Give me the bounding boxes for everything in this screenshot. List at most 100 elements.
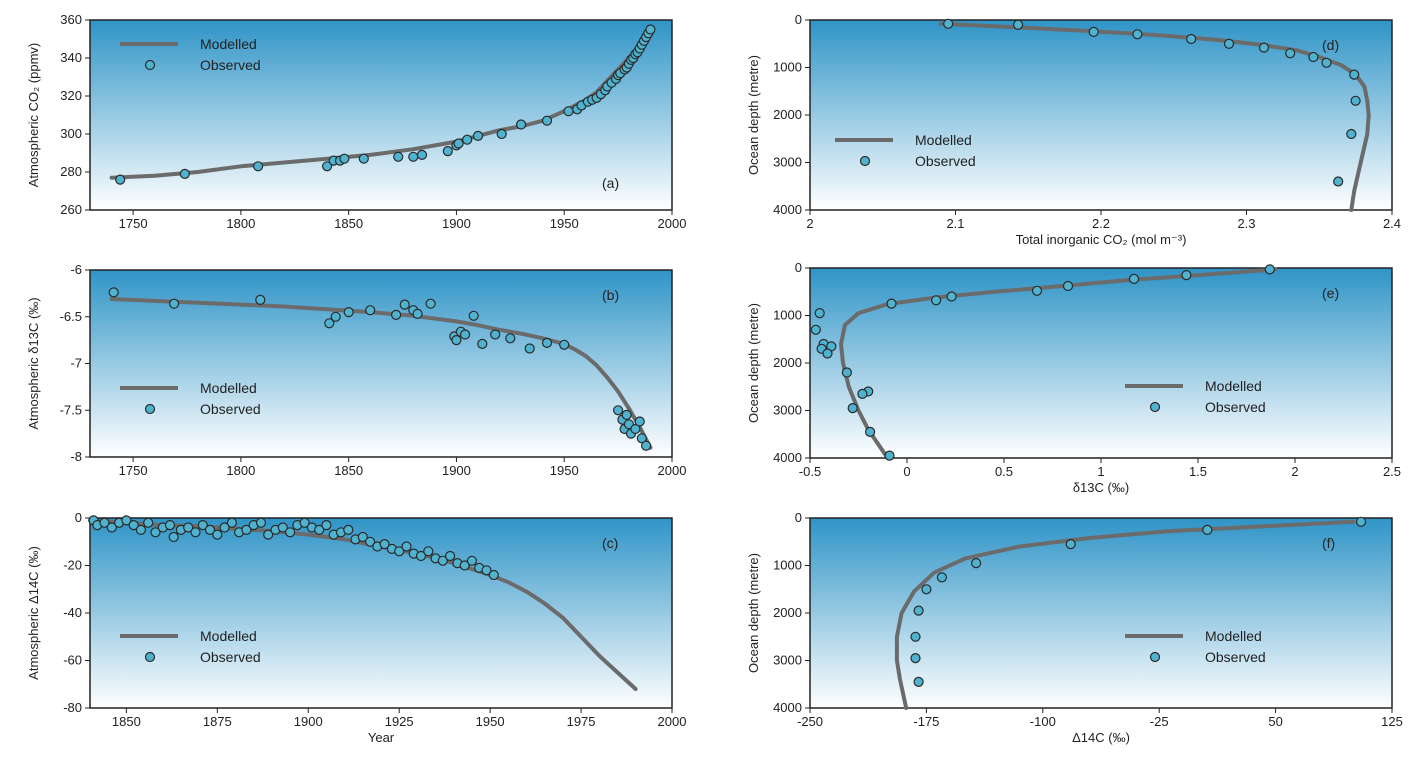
- data-point-c: [212, 529, 223, 540]
- data-point-f: [910, 652, 921, 664]
- x-tick-label-c: 1975: [567, 714, 596, 729]
- data-point-f: [1065, 538, 1076, 550]
- data-point-d: [1012, 19, 1024, 30]
- y-tick-label-b: -7.5: [60, 402, 82, 417]
- data-point-a: [515, 119, 527, 130]
- data-point-c: [285, 527, 296, 538]
- x-tick-label-d: 2.3: [1237, 216, 1255, 231]
- chart-panel-a: 1750 1800 1850 1900 1950 2000 260 280 300 320 340 3…: [26, 12, 686, 231]
- legend-label-modelled-a: Modelled: [200, 36, 257, 52]
- data-point-b: [451, 335, 462, 346]
- data-point-e: [1062, 280, 1074, 292]
- y-axis-label-b: Atmospheric δ13C (‰): [26, 297, 41, 429]
- data-point-c: [164, 519, 176, 531]
- x-tick-label-e: 0.5: [995, 464, 1013, 479]
- data-point-c: [99, 517, 110, 528]
- data-point-c: [459, 560, 470, 571]
- data-point-f: [921, 584, 932, 595]
- x-tick-label-d: 2: [806, 216, 813, 231]
- legend-label-modelled-d: Modelled: [915, 132, 972, 148]
- panel-label-c: (c): [602, 535, 618, 551]
- y-tick-label-d: 0: [795, 12, 802, 27]
- x-axis-label-c: Year: [368, 730, 395, 745]
- data-point-c: [466, 555, 477, 566]
- x-tick-label-b: 1900: [442, 463, 471, 478]
- data-point-c: [121, 515, 132, 526]
- data-point-b: [524, 343, 535, 354]
- x-tick-label-b: 1850: [334, 463, 363, 478]
- data-point-b: [477, 338, 488, 349]
- legend-label-modelled-f: Modelled: [1205, 628, 1262, 644]
- data-point-f: [1202, 524, 1213, 536]
- data-point-b: [412, 308, 423, 319]
- data-point-c: [197, 519, 208, 531]
- data-point-a: [462, 134, 473, 145]
- x-axis-label-e: δ13C (‰): [1073, 480, 1129, 495]
- data-point-c: [343, 524, 354, 536]
- data-point-c: [135, 524, 146, 536]
- data-point-f: [1355, 516, 1367, 527]
- data-point-c: [204, 524, 216, 536]
- data-point-b: [343, 307, 354, 318]
- legend-marker-swatch-f: [1149, 651, 1161, 663]
- chart-panel-d: 2 2.1 2.2 2.3 2.4 0 1000 2000 3000 4000 Total inor…: [746, 12, 1401, 247]
- data-point-e: [1031, 285, 1043, 296]
- data-point-c: [423, 546, 434, 557]
- x-tick-label-b: 1750: [119, 463, 148, 478]
- data-point-c: [437, 555, 448, 566]
- y-tick-label-f: 3000: [773, 653, 802, 668]
- chart-panel-c: 1850 1875 1900 1925 1950 1975 2000 -80 -60 -40 -20…: [26, 510, 686, 745]
- data-point-b: [559, 339, 570, 350]
- data-point-a: [393, 151, 404, 162]
- data-point-e: [930, 295, 942, 306]
- data-point-c: [263, 529, 274, 540]
- data-point-a: [179, 168, 190, 179]
- y-tick-label-e: 4000: [773, 450, 802, 465]
- data-point-e: [841, 367, 853, 378]
- chart-panel-b: 1750 1800 1850 1900 1950 2000 -8 -7.5 -7 -6.5 -6 At…: [26, 262, 686, 478]
- panel-label-b: (b): [602, 287, 619, 303]
- y-tick-label-b: -8: [70, 449, 82, 464]
- data-point-b: [541, 337, 553, 348]
- data-point-d: [1223, 38, 1235, 49]
- data-point-a: [496, 128, 507, 140]
- legend-marker-swatch-b: [144, 403, 156, 415]
- data-point-f: [970, 557, 982, 569]
- x-tick-label-f: -100: [1030, 714, 1056, 729]
- y-tick-label-d: 1000: [773, 60, 802, 75]
- x-tick-label-d: 2.1: [946, 216, 964, 231]
- data-point-a: [472, 130, 484, 141]
- data-point-a: [442, 146, 453, 157]
- chart-panel-e: -0.5 0 0.5 1 1.5 2 2.5 0 1000 2000 3000 4000 δ13C (‰…: [746, 260, 1401, 495]
- data-point-c: [255, 517, 267, 528]
- data-point-b: [255, 294, 266, 305]
- y-tick-label-e: 0: [795, 260, 802, 275]
- data-point-c: [394, 546, 405, 557]
- legend-label-observed-e: Observed: [1205, 399, 1266, 415]
- data-point-c: [277, 522, 288, 533]
- data-point-d: [1321, 57, 1332, 68]
- legend-label-observed-d: Observed: [915, 153, 976, 169]
- data-point-b: [640, 440, 652, 451]
- data-point-c: [321, 519, 332, 531]
- data-point-a: [339, 153, 350, 164]
- data-point-e: [857, 388, 868, 399]
- plot-area-f: [809, 517, 1393, 709]
- legend-label-modelled-c: Modelled: [200, 628, 257, 644]
- x-tick-label-f: 50: [1268, 714, 1282, 729]
- data-point-e: [886, 298, 897, 309]
- data-point-b: [468, 310, 479, 321]
- x-tick-label-a: 1900: [442, 216, 471, 231]
- data-point-d: [1333, 176, 1344, 187]
- series-line-e: [839, 267, 1278, 460]
- data-point-c: [379, 538, 390, 550]
- legend-label-modelled-e: Modelled: [1205, 378, 1262, 394]
- y-tick-label-c: 0: [75, 510, 82, 525]
- x-tick-label-e: 1.5: [1189, 464, 1207, 479]
- data-point-d: [1132, 29, 1143, 40]
- series-line-f: [894, 519, 1356, 710]
- y-axis-label-e: Ocean depth (metre): [746, 303, 761, 423]
- data-point-c: [150, 527, 161, 538]
- data-point-b: [425, 298, 436, 309]
